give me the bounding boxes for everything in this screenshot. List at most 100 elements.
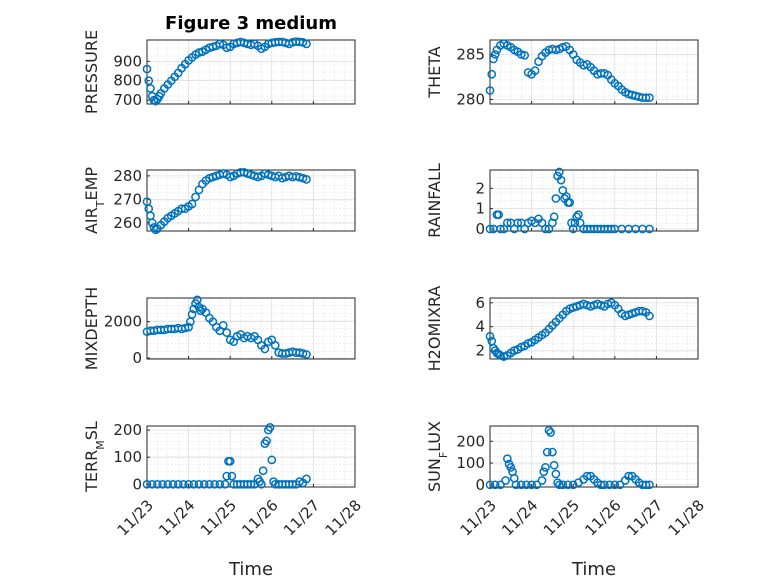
data-point (146, 84, 155, 93)
data-point (191, 192, 200, 202)
axes-frame (489, 297, 699, 360)
x-tick-label: 11/24 (498, 496, 541, 539)
y-axis-label: TERRMSL (82, 421, 107, 493)
data-point (260, 344, 270, 354)
axes-frame (489, 39, 699, 105)
data-point (208, 42, 218, 52)
data-point (187, 310, 197, 319)
y-tick-label: 800 (113, 72, 142, 90)
y-tick-label: 2000 (104, 313, 142, 331)
subplot-terr-msl: 0 100 200 TERRMSL 11/2311/2411/2511/2611/271… (82, 421, 365, 539)
data-point (641, 480, 651, 490)
data-point (142, 64, 152, 74)
y-axis-label: THETA (425, 46, 444, 98)
data-point (215, 39, 225, 49)
data-point (205, 479, 214, 489)
data-point (549, 212, 559, 222)
data-point (541, 463, 550, 472)
data-point (596, 480, 606, 490)
data-point (582, 471, 592, 481)
data-point (539, 467, 549, 477)
data-point (549, 460, 559, 470)
y-tick-label: 2 (475, 342, 485, 360)
data-point (485, 331, 495, 341)
data-point (144, 76, 154, 86)
data-point (563, 480, 573, 490)
y-tick-label: 900 (113, 52, 142, 70)
axes-box (146, 425, 356, 488)
x-tick-label: 11/28 (665, 496, 708, 539)
data-point (218, 320, 228, 330)
data-point (568, 480, 578, 490)
data-point (542, 447, 552, 457)
data-point (551, 194, 561, 203)
y-tick-label: 0 (475, 220, 485, 238)
data-point (506, 463, 516, 472)
data-point (513, 218, 523, 228)
data-point (267, 455, 277, 465)
y-tick-label: 2 (475, 179, 485, 197)
data-point (490, 50, 500, 59)
data-point (485, 224, 495, 234)
y-axis-label: H2OMIXRA (425, 286, 444, 372)
data-point (553, 478, 562, 487)
data-point (225, 456, 235, 466)
data-point (179, 479, 188, 489)
data-point (246, 479, 256, 489)
y-axis-label: SUNFLUX (425, 421, 450, 492)
data-point (485, 480, 495, 490)
y-tick-label: 280 (113, 167, 142, 185)
data-point (262, 436, 271, 446)
data-point (554, 167, 564, 177)
y-axis-label: MIXDEPTH (82, 287, 101, 370)
x-tick-label: 11/27 (623, 496, 666, 539)
data-point (516, 480, 526, 490)
data-point (142, 479, 152, 489)
data-point (302, 350, 311, 359)
data-point (624, 471, 634, 481)
data-point (173, 479, 183, 489)
data-point (194, 48, 204, 57)
axes-frame (489, 425, 699, 488)
y-axis-label: PRESSURE (82, 30, 101, 114)
x-tick-label: 11/28 (322, 496, 365, 539)
data-point (147, 218, 157, 228)
data-point (485, 86, 495, 95)
data-point (258, 466, 268, 476)
data-point (610, 480, 620, 490)
x-tick-label: 11/27 (280, 496, 323, 539)
data-point (215, 479, 225, 489)
data-point (298, 349, 308, 358)
data-point (147, 479, 157, 489)
data-point (511, 480, 521, 490)
subplot-theta: 280 285 THETA (425, 39, 699, 108)
data-point (196, 306, 206, 316)
x-tick-label: 11/25 (540, 496, 583, 539)
data-point (270, 340, 280, 350)
y-tick-label: 200 (456, 432, 485, 450)
data-point (222, 471, 232, 481)
data-point (520, 50, 530, 60)
x-tick-label: 11/23 (457, 496, 500, 539)
y-tick-label: 100 (113, 448, 142, 466)
y-axis-label: AIRTEMP (82, 167, 107, 234)
data-point (494, 210, 504, 220)
data-point (641, 93, 651, 103)
data-point (302, 175, 311, 184)
data-point (490, 480, 500, 490)
x-axis-label-right: Time (571, 559, 616, 580)
data-point (516, 50, 526, 59)
data-point (600, 480, 609, 490)
data-point (541, 224, 550, 234)
data-point (502, 218, 512, 228)
data-point (194, 479, 204, 489)
data-point (615, 480, 625, 490)
data-point (645, 480, 654, 490)
data-point (532, 480, 542, 490)
data-point (556, 175, 566, 185)
data-point (163, 479, 173, 489)
data-point (574, 210, 583, 220)
axes-frame (146, 169, 356, 232)
data-point (227, 471, 237, 481)
